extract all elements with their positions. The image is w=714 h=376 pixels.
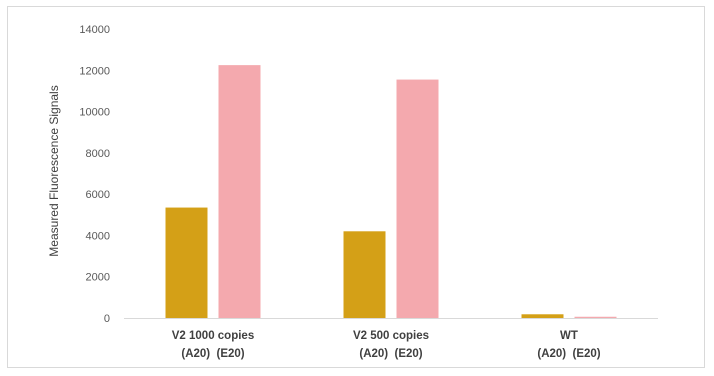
y-tick-label: 0 xyxy=(104,313,110,325)
x-tick-label-line2: (A20) (E20) xyxy=(181,348,244,360)
x-axis-categories: V2 1000 copies (A20) (E20) V2 500 copies (A… xyxy=(172,330,601,360)
y-tick-label: 8000 xyxy=(86,148,110,160)
bar xyxy=(521,314,564,318)
bar xyxy=(343,231,386,318)
x-tick-label-line1: V2 1000 copies xyxy=(172,330,254,342)
x-tick-label-line2: (A20) (E20) xyxy=(537,348,600,360)
bar-chart: Measured Fluorescence Signals 0 2000 4000 6… xyxy=(47,24,658,360)
y-tick-label: 10000 xyxy=(79,107,110,119)
x-tick-label-line1: WT xyxy=(560,330,578,342)
bar xyxy=(396,79,439,318)
y-tick-label: 4000 xyxy=(86,230,110,242)
bars xyxy=(165,65,617,318)
x-tick-label-line2: (A20) (E20) xyxy=(359,348,422,360)
y-axis-ticks: 0 2000 4000 6000 8000 10000 12000 14000 xyxy=(79,24,110,325)
y-tick-label: 14000 xyxy=(79,24,110,36)
x-tick-label-line1: V2 500 copies xyxy=(353,330,429,342)
y-tick-label: 12000 xyxy=(79,65,110,77)
y-tick-label: 2000 xyxy=(86,272,110,284)
y-tick-label: 6000 xyxy=(86,189,110,201)
bar xyxy=(574,316,617,318)
chart-frame: Measured Fluorescence Signals 0 2000 4000 6… xyxy=(7,6,705,368)
y-axis-label: Measured Fluorescence Signals xyxy=(47,85,61,256)
bar xyxy=(218,65,261,318)
bar xyxy=(165,207,208,318)
